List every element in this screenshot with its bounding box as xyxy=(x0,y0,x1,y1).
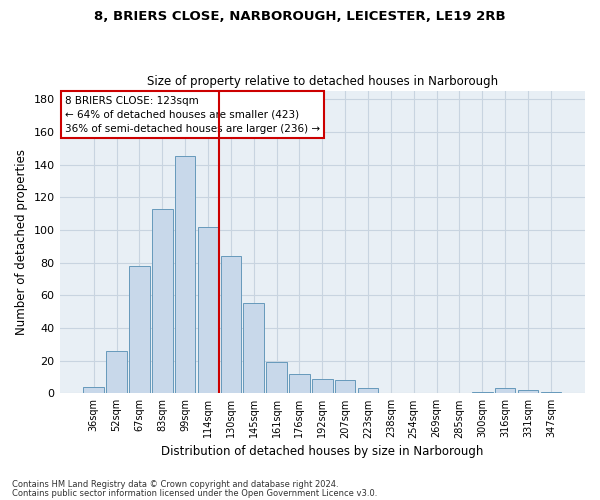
Bar xyxy=(541,392,561,394)
Bar xyxy=(175,156,196,394)
Bar xyxy=(289,374,310,394)
Bar xyxy=(198,226,218,394)
Bar xyxy=(83,387,104,394)
Text: 8 BRIERS CLOSE: 123sqm
← 64% of detached houses are smaller (423)
36% of semi-de: 8 BRIERS CLOSE: 123sqm ← 64% of detached… xyxy=(65,96,320,134)
Bar xyxy=(358,388,378,394)
Bar xyxy=(152,208,173,394)
Text: 8, BRIERS CLOSE, NARBOROUGH, LEICESTER, LE19 2RB: 8, BRIERS CLOSE, NARBOROUGH, LEICESTER, … xyxy=(94,10,506,23)
Y-axis label: Number of detached properties: Number of detached properties xyxy=(15,149,28,335)
Bar xyxy=(106,351,127,394)
Text: Contains HM Land Registry data © Crown copyright and database right 2024.: Contains HM Land Registry data © Crown c… xyxy=(12,480,338,489)
Bar xyxy=(312,378,332,394)
Bar xyxy=(518,390,538,394)
Bar xyxy=(266,362,287,394)
Bar xyxy=(472,392,493,394)
Bar xyxy=(244,304,264,394)
X-axis label: Distribution of detached houses by size in Narborough: Distribution of detached houses by size … xyxy=(161,444,484,458)
Bar xyxy=(221,256,241,394)
Title: Size of property relative to detached houses in Narborough: Size of property relative to detached ho… xyxy=(147,76,498,88)
Bar xyxy=(129,266,150,394)
Bar xyxy=(495,388,515,394)
Bar xyxy=(335,380,355,394)
Text: Contains public sector information licensed under the Open Government Licence v3: Contains public sector information licen… xyxy=(12,488,377,498)
